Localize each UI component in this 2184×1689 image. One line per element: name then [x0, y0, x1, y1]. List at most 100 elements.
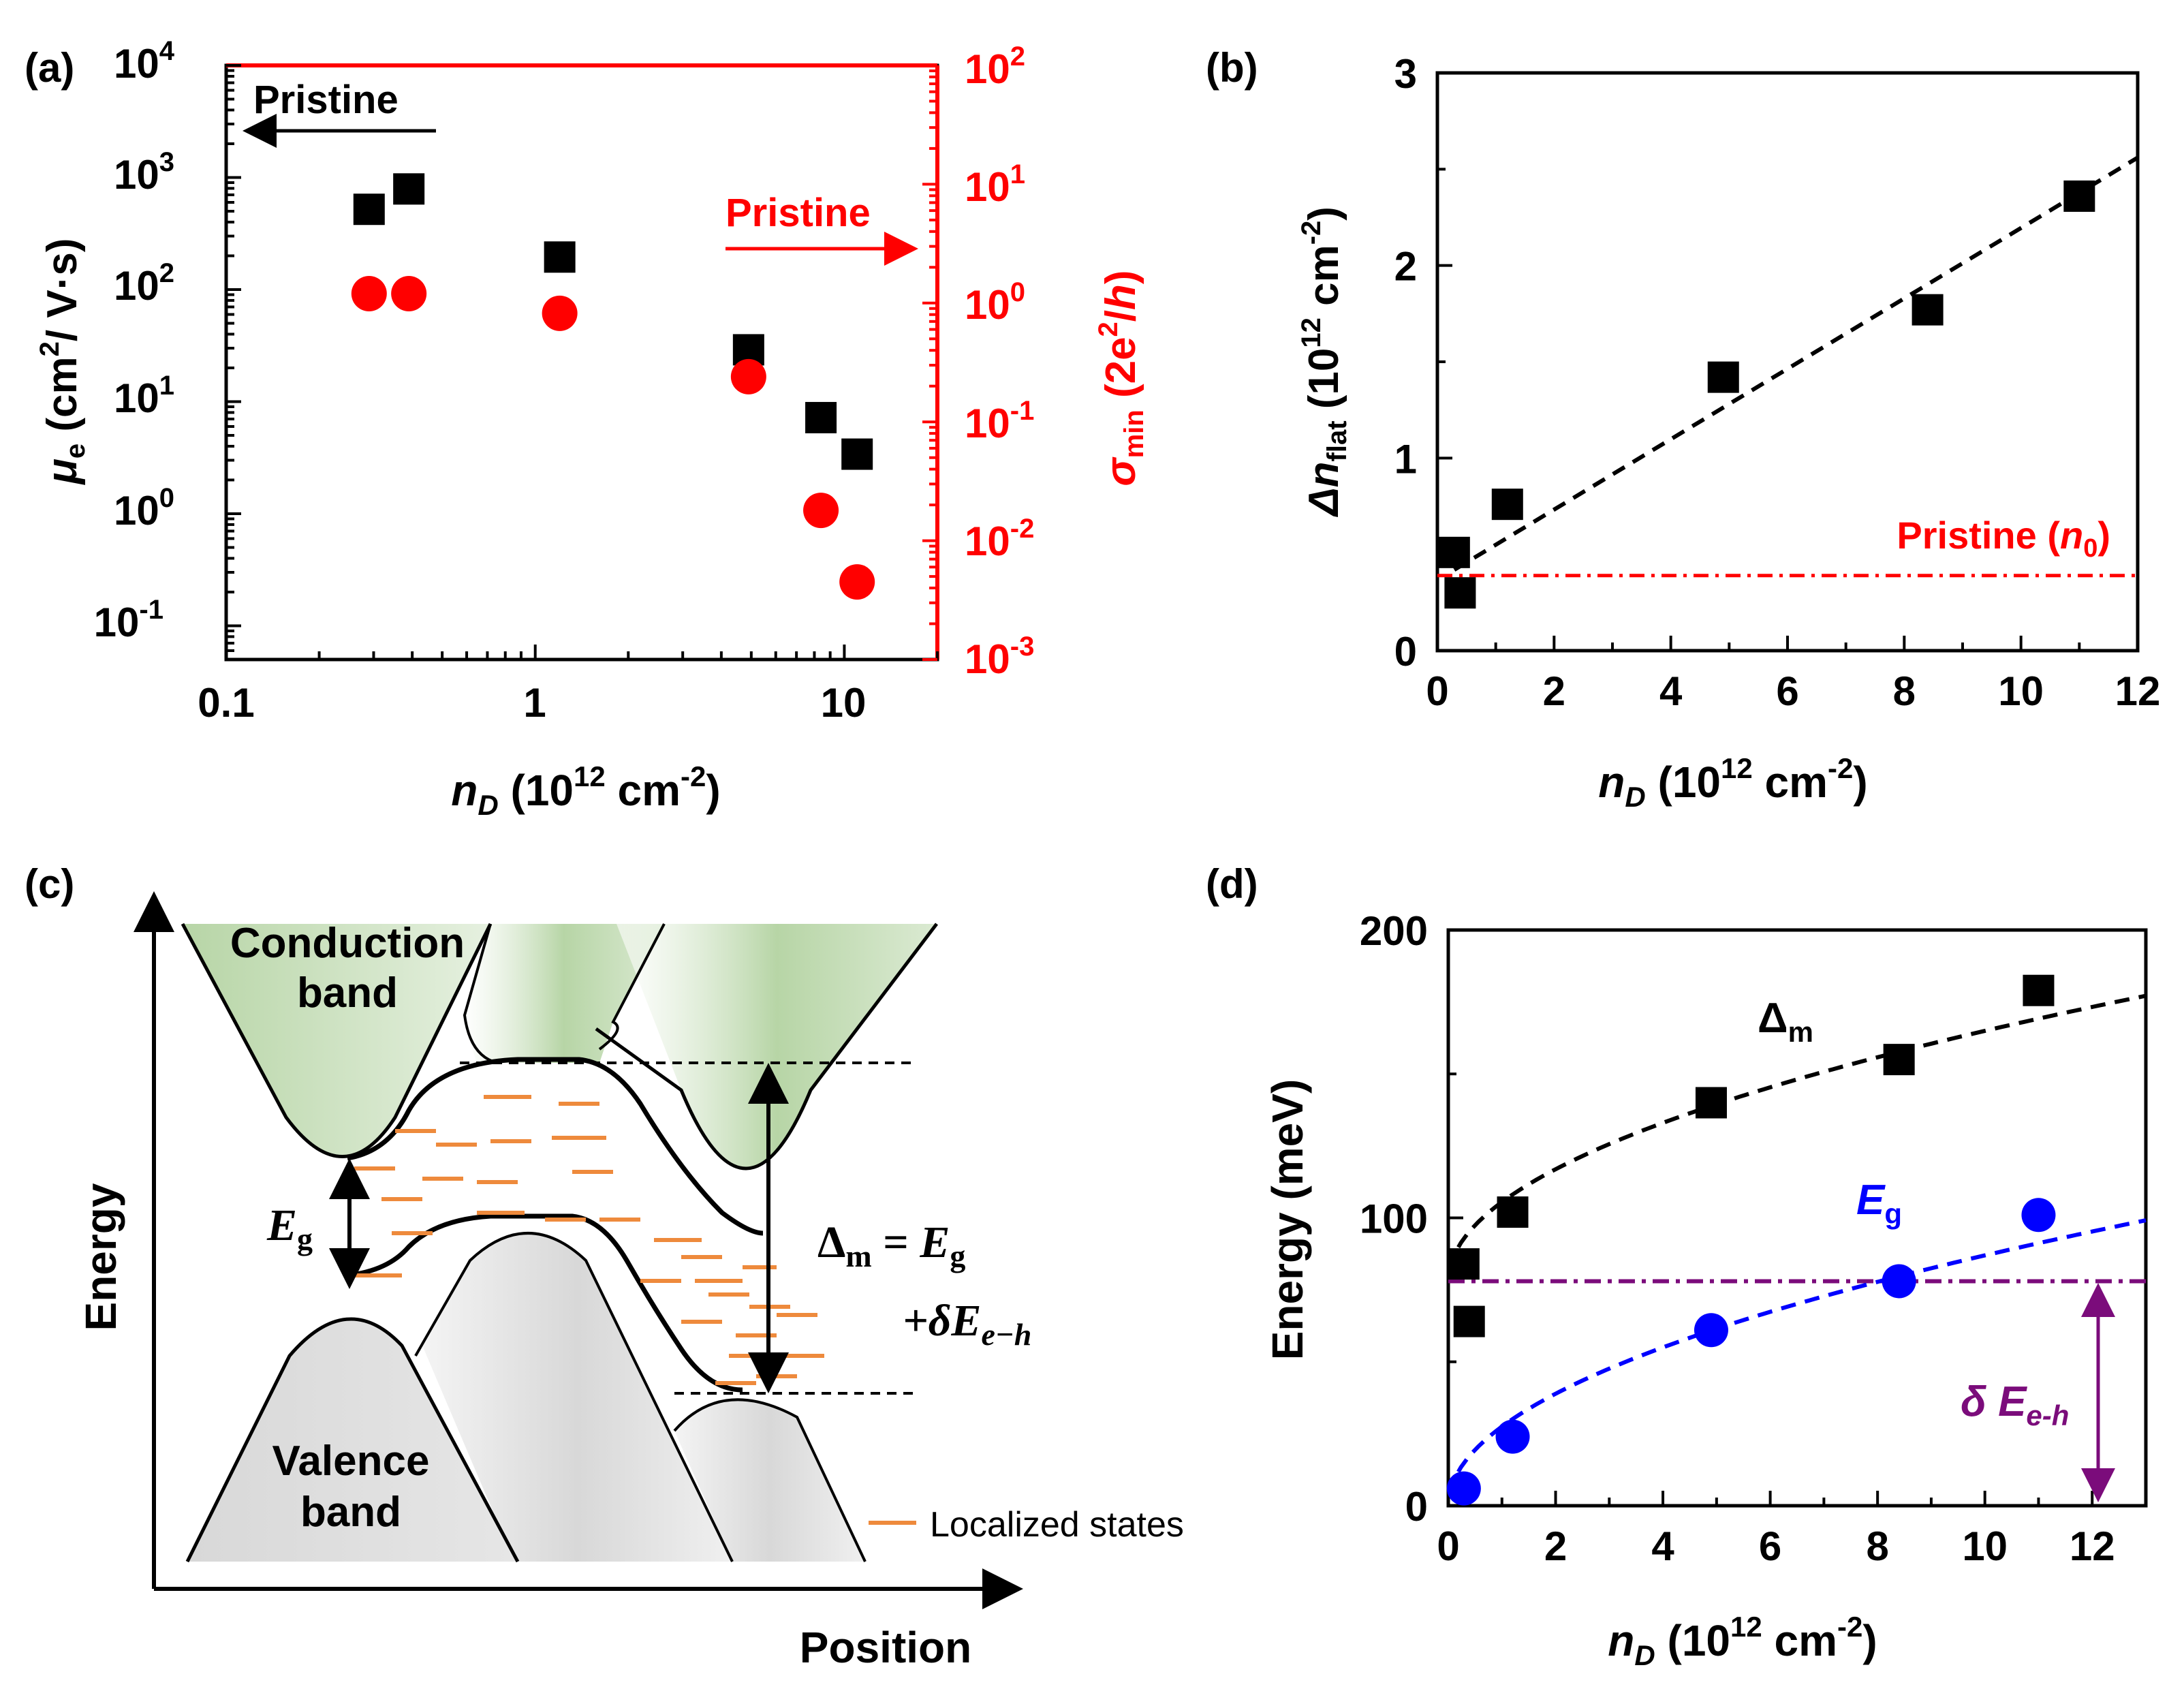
- panel-b-label: (b): [1206, 45, 1258, 91]
- ytick-right-label: 101: [965, 159, 1025, 210]
- panel-b-reference: [1437, 155, 2139, 578]
- mobility-point: [353, 193, 385, 226]
- delta-m-point: [1497, 1196, 1529, 1228]
- ytick-right-label: 102: [965, 42, 1025, 92]
- delta-m-point: [1453, 1305, 1485, 1337]
- ytick-label: 104: [114, 36, 175, 87]
- valence-band-1: [187, 1318, 518, 1562]
- mobility-point: [805, 401, 837, 433]
- panel-d-lines: [1447, 993, 2147, 1496]
- xtick-label: 6: [1776, 668, 1798, 714]
- pristine-label-right: Pristine: [726, 191, 871, 235]
- ytick-right-label: 100: [965, 277, 1025, 328]
- panel-b-ylabel: Δnflat (1012 cm-2): [1296, 206, 1352, 517]
- xtick-label: 4: [1651, 1523, 1674, 1569]
- linear-fit-line: [1453, 155, 2139, 572]
- xtick-label: 10: [1962, 1523, 2008, 1569]
- xtick-label: 0: [1437, 1523, 1459, 1569]
- conductivity-point: [803, 493, 839, 529]
- valence-band-label-1: Valence: [272, 1438, 430, 1485]
- delta-m-fit-curve: [1447, 993, 2147, 1271]
- ytick-right-label: 10-3: [965, 632, 1034, 682]
- conduction-band-1: [183, 924, 490, 1157]
- conduction-band-edge: [347, 1057, 764, 1236]
- conductivity-point: [730, 358, 766, 394]
- ytick-right-label: 10-1: [965, 396, 1034, 446]
- panel-d-ylabel: Energy (meV): [1263, 1079, 1312, 1361]
- conduction-band-3: [617, 924, 937, 1168]
- xtick-label: 0: [1426, 668, 1448, 714]
- panel-a-frame: [224, 63, 939, 662]
- panel-a-left-ylabel: μe (cm2/ V·s): [35, 238, 91, 486]
- xtick-label: 12: [2115, 668, 2161, 714]
- panel-a-right-tick-labels: 10-3 10-2 10-1 100 101 102: [965, 42, 1034, 682]
- conduction-band-label-1: Conduction: [230, 920, 465, 967]
- delta-n-point: [1491, 489, 1523, 521]
- conductivity-point: [542, 295, 578, 331]
- delta-m-point: [2023, 974, 2055, 1006]
- mobility-point: [393, 173, 425, 205]
- delta-n-point: [1707, 361, 1739, 393]
- conductivity-point: [839, 564, 875, 600]
- conductivity-point: [391, 275, 427, 311]
- eg-point: [1694, 1313, 1728, 1348]
- panel-a-x-tick-labels: 0.1 1 10: [198, 680, 866, 726]
- xtick-label: 2: [1543, 668, 1565, 714]
- panel-d-xlabel: nD (1012 cm-2): [1608, 1611, 1877, 1671]
- ytick-label: 2: [1394, 244, 1417, 290]
- eg-fit-curve: [1447, 1218, 2147, 1496]
- delta-m-point: [1883, 1044, 1915, 1076]
- conduction-band-2: [463, 924, 664, 1063]
- ytick-label: 200: [1360, 908, 1428, 954]
- ytick-label: 10-1: [94, 595, 163, 645]
- ytick-label: 0: [1394, 629, 1417, 675]
- xtick-label: 1: [523, 680, 546, 726]
- ytick-label: 100: [1360, 1196, 1428, 1242]
- panel-d-markers: [1446, 974, 2056, 1506]
- delta-e-label: δ Ee-h: [1961, 1378, 2069, 1431]
- mobility-point: [544, 241, 576, 273]
- conductivity-point: [351, 275, 387, 311]
- panel-a-left-tick-labels: 10-1 100 101 102 103 104: [94, 36, 175, 645]
- ytick-label: 103: [114, 147, 174, 198]
- delta-m-point: [1448, 1248, 1480, 1280]
- delta-m-equation-line2: +δEe−h: [903, 1296, 1031, 1352]
- xtick-label: 8: [1893, 668, 1916, 714]
- ytick-label: 0: [1405, 1484, 1428, 1530]
- xtick-label: 6: [1759, 1523, 1781, 1569]
- ytick-label: 100: [114, 483, 174, 533]
- valence-band-2: [422, 1233, 732, 1562]
- xtick-label: 10: [1998, 668, 2044, 714]
- panel-d: (d) 0 2 4 6 8 10 12 0 100 200 δ Ee-h Δm Eg nD (10…: [1206, 861, 2148, 1671]
- eg-point: [1446, 1471, 1481, 1506]
- panel-c-label: (c): [25, 861, 74, 907]
- valence-band-label-2: band: [300, 1489, 401, 1536]
- panel-b-markers: [1438, 180, 2095, 609]
- panel-a-ticks: [225, 64, 939, 661]
- eg-point: [2021, 1198, 2056, 1233]
- panel-a-right-ylabel: σmin (2e2/h): [1093, 270, 1149, 486]
- valence-band-edge: [347, 1213, 743, 1393]
- panel-a-markers: [351, 173, 875, 600]
- ytick-label: 101: [114, 371, 174, 421]
- pristine-label-left: Pristine: [253, 78, 399, 122]
- mobility-point: [841, 438, 873, 470]
- ytick-label: 1: [1394, 436, 1417, 482]
- xtick-label: 0.1: [198, 680, 254, 726]
- xtick-label: 10: [821, 680, 867, 726]
- panel-a-xlabel: nD (1012 cm-2): [451, 760, 720, 821]
- eg-point: [1495, 1419, 1530, 1454]
- localized-states: [354, 1095, 916, 1525]
- pristine-n0-label: Pristine (n0): [1897, 514, 2110, 563]
- ytick-label: 102: [114, 258, 174, 309]
- ytick-right-label: 10-2: [965, 514, 1034, 564]
- delta-n-point: [1912, 294, 1944, 326]
- eg-point: [1882, 1264, 1916, 1299]
- delta-n-point: [2063, 180, 2095, 212]
- panel-b-frame: [1435, 71, 2140, 653]
- xtick-label: 4: [1659, 668, 1683, 714]
- delta-n-point: [1444, 577, 1476, 609]
